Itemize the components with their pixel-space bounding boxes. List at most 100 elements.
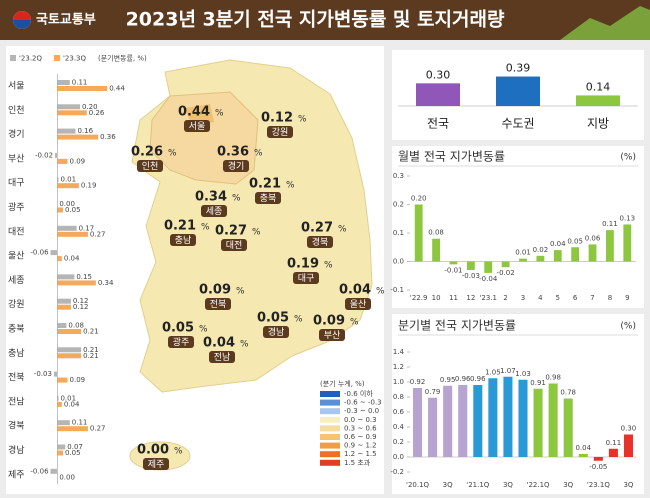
region-unit: %	[199, 325, 208, 335]
map-legend-title: (분기 누계, %)	[320, 379, 365, 388]
region-label: 대전	[8, 226, 25, 237]
y-tick-label: -0.2	[390, 468, 404, 476]
region-label: 부산	[8, 153, 25, 164]
x-tick-label: 3Q	[623, 481, 633, 489]
value-label: 0.96	[455, 375, 471, 383]
value-label: 0.11	[72, 419, 88, 427]
bar	[488, 378, 498, 457]
bar	[466, 261, 475, 271]
value-label: 0.11	[606, 439, 622, 447]
value-label: 0.17	[79, 224, 95, 232]
value-label: 0.20	[82, 103, 98, 111]
value-label: 0.14	[586, 80, 611, 93]
bar	[449, 261, 458, 265]
region-box	[263, 326, 289, 338]
bar	[413, 388, 423, 457]
bar	[50, 468, 58, 474]
region-value: 0.27	[301, 221, 333, 236]
value-label: 0.34	[98, 279, 114, 287]
value-label: 0.26	[89, 109, 105, 117]
bar	[548, 383, 558, 457]
region-value: 0.21	[164, 219, 196, 234]
x-tick-label: 3Q	[443, 481, 453, 489]
value-label: 0.13	[620, 214, 636, 222]
region-box	[293, 272, 319, 284]
region-box	[143, 458, 169, 470]
bar	[518, 379, 528, 457]
value-label: 0.04	[550, 240, 566, 248]
legend-swatch	[10, 55, 16, 61]
bar	[606, 230, 614, 262]
map-legend-swatch	[320, 442, 340, 449]
panel-title: 분기별 전국 지가변동률	[398, 319, 516, 333]
bar	[57, 323, 67, 328]
map-legend-swatch	[320, 459, 340, 466]
value-label: 0.92	[410, 378, 426, 386]
map-legend-swatch	[320, 391, 340, 397]
x-tick-label: '23.1Q	[587, 481, 611, 489]
value-label: 0.11	[602, 220, 618, 228]
map-legend-swatch	[320, 416, 340, 423]
bar	[57, 304, 71, 310]
region-value: 0.44	[178, 105, 210, 120]
value-label: -0.03	[462, 272, 480, 280]
x-tick-label: '22.1Q	[527, 481, 551, 489]
x-tick-label: '22.9	[410, 294, 428, 302]
value-label: 0.09	[70, 157, 86, 165]
bar	[53, 371, 58, 377]
region-box	[184, 120, 210, 132]
region-value: 0.12	[261, 111, 293, 126]
region-unit: %	[338, 225, 347, 235]
bar	[533, 388, 543, 457]
region-box	[319, 329, 345, 341]
value-label: 0.12	[73, 297, 89, 305]
region-unit: %	[174, 447, 183, 457]
value-label: 0.27	[90, 230, 106, 238]
region-unit: %	[201, 223, 210, 233]
value-label: 0.02	[533, 246, 549, 254]
x-tick-label: 8	[608, 294, 612, 302]
region-value: 0.04	[339, 283, 371, 298]
bar	[473, 385, 483, 457]
region-box	[170, 234, 196, 246]
value-label: 0.06	[585, 234, 601, 242]
value-label: 0.11	[72, 79, 88, 87]
bar	[432, 238, 440, 262]
region-value: 0.19	[287, 257, 319, 272]
value-label: 0.96	[470, 375, 486, 383]
map-legend-swatch	[320, 425, 340, 432]
bar	[503, 376, 513, 457]
x-tick-label: 전국	[427, 117, 449, 131]
bar	[57, 353, 82, 359]
region-box	[209, 351, 235, 363]
region-name: 인천	[142, 161, 159, 172]
value-label: 0.21	[83, 352, 99, 360]
region-value: 0.36	[217, 145, 249, 160]
bar	[416, 83, 460, 106]
bar	[57, 183, 79, 189]
bar	[57, 110, 87, 116]
value-label: 0.79	[425, 388, 441, 396]
value-label: 0.05	[65, 449, 81, 457]
bar	[57, 274, 75, 280]
region-unit: %	[254, 149, 263, 159]
legend-label: '23.2Q	[19, 55, 43, 63]
x-tick-label: 수도권	[501, 117, 534, 131]
bar	[553, 250, 562, 262]
value-label: 0.00	[59, 473, 75, 481]
x-tick-label: 지방	[587, 117, 609, 131]
bar	[593, 457, 603, 461]
value-label: 0.95	[440, 376, 456, 384]
region-unit: %	[232, 194, 241, 204]
monthly-panel	[392, 146, 644, 308]
logo-emblem-bottom	[13, 20, 31, 29]
value-label: 0.30	[621, 425, 637, 433]
value-label: 0.30	[426, 68, 451, 81]
value-label: -0.02	[497, 269, 515, 277]
region-label: 인천	[8, 105, 25, 116]
bar	[57, 207, 63, 213]
region-name: 전남	[214, 352, 231, 363]
y-tick-label: 0.1	[393, 229, 404, 237]
region-value: 0.27	[215, 224, 247, 239]
y-tick-label: 1.4	[393, 348, 405, 356]
